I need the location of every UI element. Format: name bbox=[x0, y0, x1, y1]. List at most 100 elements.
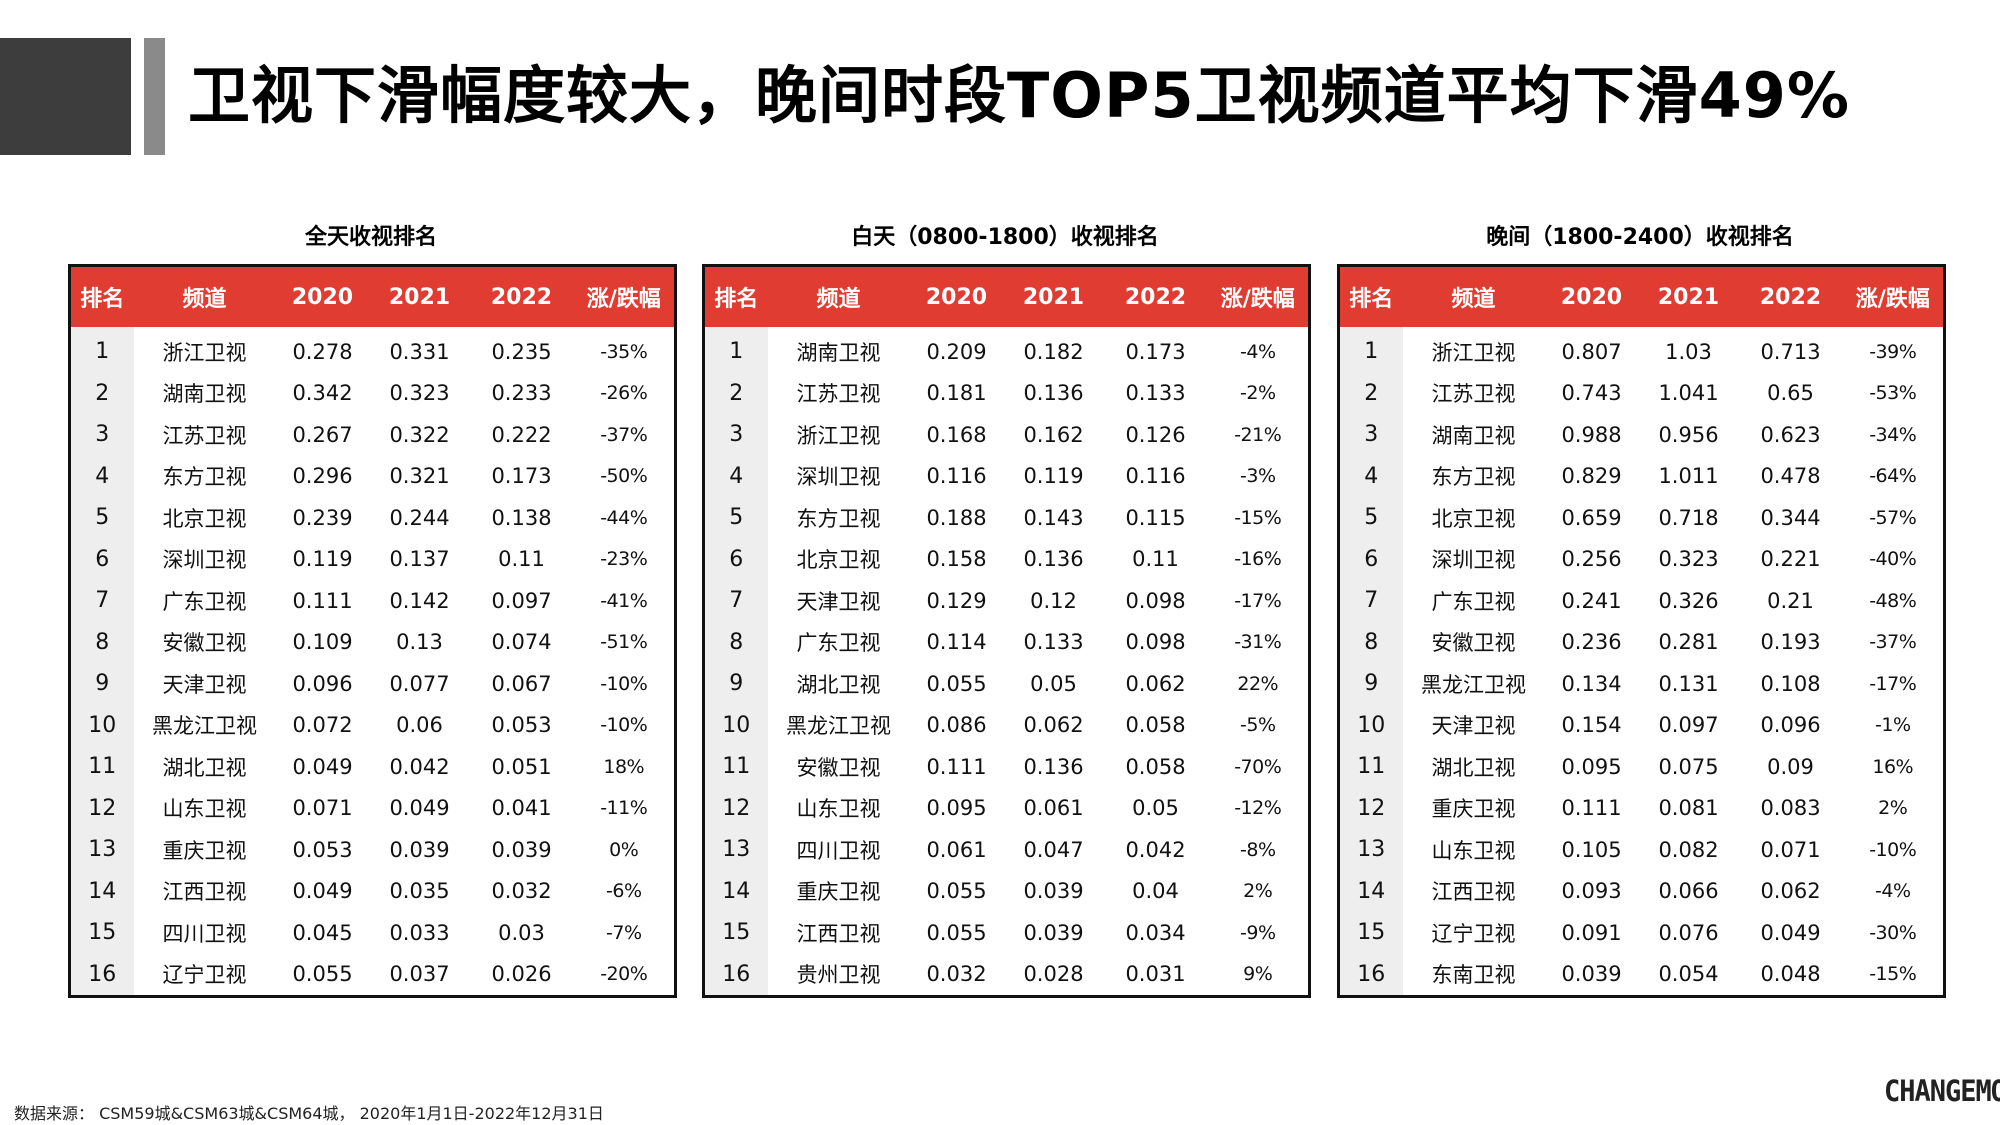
cell-channel: 安徽卫视 bbox=[1431, 631, 1516, 656]
cell-channel: 黑龙江卫视 bbox=[786, 714, 891, 739]
cell-rank: 13 bbox=[703, 829, 768, 871]
cell-y2021: 0.331 bbox=[389, 339, 450, 364]
cell-rank: 9 bbox=[69, 663, 134, 705]
cell-change: -26% bbox=[600, 382, 648, 405]
cell-y2020: 0.091 bbox=[1561, 920, 1622, 945]
cell-y2021: 0.049 bbox=[389, 796, 450, 821]
cell-y2021: 0.035 bbox=[389, 879, 450, 904]
table-row: 12 重庆卫视 0.111 0.081 0.083 2% bbox=[1338, 787, 1945, 829]
table-row: 16 辽宁卫视 0.055 0.037 0.026 -20% bbox=[69, 953, 676, 997]
cell-y2022: 0.03 bbox=[498, 920, 545, 945]
table-row: 16 贵州卫视 0.032 0.028 0.031 9% bbox=[703, 953, 1310, 997]
table-row: 5 北京卫视 0.659 0.718 0.344 -57% bbox=[1338, 497, 1945, 539]
cell-y2022: 0.098 bbox=[1125, 630, 1186, 655]
table-row: 7 广东卫视 0.241 0.326 0.21 -48% bbox=[1338, 580, 1945, 622]
data-source-note: 数据来源： CSM59城&CSM63城&CSM64城， 2020年1月1日-20… bbox=[14, 1104, 604, 1123]
cell-change: 0% bbox=[609, 838, 639, 861]
cell-change: -48% bbox=[1869, 589, 1917, 612]
header-change: 涨/跌幅 bbox=[1842, 265, 1945, 327]
cell-y2022: 0.032 bbox=[491, 879, 552, 904]
cell-channel: 深圳卫视 bbox=[162, 548, 247, 573]
cell-change: -17% bbox=[1869, 672, 1917, 695]
cell-rank: 6 bbox=[69, 538, 134, 580]
cell-change: 2% bbox=[1243, 880, 1273, 903]
cell-change: -39% bbox=[1869, 340, 1917, 363]
cell-change: -4% bbox=[1240, 340, 1276, 363]
cell-rank: 15 bbox=[1338, 912, 1403, 954]
cell-channel: 江苏卫视 bbox=[796, 382, 881, 407]
cell-y2020: 0.071 bbox=[292, 796, 353, 821]
cell-rank: 2 bbox=[1338, 372, 1403, 414]
cell-y2020: 0.086 bbox=[926, 713, 987, 738]
cell-rank: 11 bbox=[1338, 746, 1403, 788]
table-row: 2 江苏卫视 0.743 1.041 0.65 -53% bbox=[1338, 372, 1945, 414]
header-rank: 排名 bbox=[703, 265, 768, 327]
cell-y2020: 0.116 bbox=[926, 464, 987, 489]
panel-title: 晚间（1800-2400）收视排名 bbox=[1486, 225, 1794, 250]
table-row: 6 深圳卫视 0.256 0.323 0.221 -40% bbox=[1338, 538, 1945, 580]
cell-rank: 3 bbox=[1338, 414, 1403, 456]
cell-y2022: 0.138 bbox=[491, 505, 552, 530]
cell-y2021: 1.011 bbox=[1658, 464, 1719, 489]
table-row: 3 湖南卫视 0.988 0.956 0.623 -34% bbox=[1338, 414, 1945, 456]
cell-y2020: 0.039 bbox=[1561, 962, 1622, 987]
header-channel: 频道 bbox=[133, 265, 276, 327]
header-y2022: 2022 bbox=[1103, 265, 1208, 327]
cell-y2020: 0.659 bbox=[1561, 505, 1622, 530]
cell-y2020: 0.129 bbox=[926, 588, 987, 613]
table-row: 11 湖北卫视 0.095 0.075 0.09 16% bbox=[1338, 746, 1945, 788]
cell-change: -20% bbox=[600, 963, 648, 986]
cell-y2021: 0.081 bbox=[1658, 796, 1719, 821]
cell-y2021: 0.12 bbox=[1030, 588, 1077, 613]
cell-change: -10% bbox=[600, 714, 648, 737]
cell-change: -40% bbox=[1869, 548, 1917, 571]
cell-rank: 12 bbox=[1338, 787, 1403, 829]
cell-y2021: 0.047 bbox=[1023, 837, 1084, 862]
header-channel: 频道 bbox=[767, 265, 910, 327]
cell-y2020: 0.061 bbox=[926, 837, 987, 862]
cell-channel: 山东卫视 bbox=[796, 797, 881, 822]
table-row: 6 北京卫视 0.158 0.136 0.11 -16% bbox=[703, 538, 1310, 580]
cell-rank: 4 bbox=[703, 455, 768, 497]
cell-y2021: 0.244 bbox=[389, 505, 450, 530]
cell-change: -9% bbox=[1240, 921, 1276, 944]
cell-rank: 6 bbox=[1338, 538, 1403, 580]
cell-rank: 9 bbox=[703, 663, 768, 705]
cell-y2022: 0.083 bbox=[1760, 796, 1821, 821]
cell-channel: 四川卫视 bbox=[796, 838, 881, 863]
cell-channel: 湖南卫视 bbox=[1431, 423, 1516, 448]
cell-rank: 15 bbox=[703, 912, 768, 954]
cell-y2022: 0.126 bbox=[1125, 422, 1186, 447]
cell-y2022: 0.031 bbox=[1125, 962, 1186, 987]
cell-channel: 东南卫视 bbox=[1431, 963, 1516, 988]
table-row: 11 湖北卫视 0.049 0.042 0.051 18% bbox=[69, 746, 676, 788]
cell-y2020: 0.109 bbox=[292, 630, 353, 655]
cell-y2020: 0.168 bbox=[926, 422, 987, 447]
cell-y2021: 0.039 bbox=[389, 837, 450, 862]
cell-channel: 江苏卫视 bbox=[162, 423, 247, 448]
header-y2021: 2021 bbox=[1003, 265, 1104, 327]
table-row: 14 江西卫视 0.049 0.035 0.032 -6% bbox=[69, 870, 676, 912]
cell-y2022: 0.623 bbox=[1760, 422, 1821, 447]
cell-y2021: 0.06 bbox=[396, 713, 443, 738]
cell-y2022: 0.116 bbox=[1125, 464, 1186, 489]
cell-channel: 黑龙江卫视 bbox=[152, 714, 257, 739]
table-row: 2 湖南卫视 0.342 0.323 0.233 -26% bbox=[69, 372, 676, 414]
cell-rank: 3 bbox=[69, 414, 134, 456]
table-row: 10 黑龙江卫视 0.072 0.06 0.053 -10% bbox=[69, 704, 676, 746]
cell-y2020: 0.278 bbox=[292, 339, 353, 364]
cell-rank: 10 bbox=[1338, 704, 1403, 746]
cell-change: -50% bbox=[600, 465, 648, 488]
ratings-table: 排名 频道 2020 2021 2022 涨/跌幅 1 浙江卫视 0.807 1.03 0.713 -… bbox=[1337, 264, 1946, 998]
cell-y2021: 0.13 bbox=[396, 630, 443, 655]
cell-channel: 北京卫视 bbox=[796, 548, 881, 573]
cell-y2021: 0.033 bbox=[389, 920, 450, 945]
cell-rank: 13 bbox=[69, 829, 134, 871]
cell-y2020: 0.154 bbox=[1561, 713, 1622, 738]
cell-y2021: 0.142 bbox=[389, 588, 450, 613]
ratings-table: 排名 频道 2020 2021 2022 涨/跌幅 1 浙江卫视 0.278 0.331 0.235… bbox=[68, 264, 677, 998]
table-row: 9 黑龙江卫视 0.134 0.131 0.108 -17% bbox=[1338, 663, 1945, 705]
cell-y2021: 0.097 bbox=[1658, 713, 1719, 738]
cell-channel: 四川卫视 bbox=[162, 921, 247, 946]
cell-change: -17% bbox=[1234, 589, 1282, 612]
